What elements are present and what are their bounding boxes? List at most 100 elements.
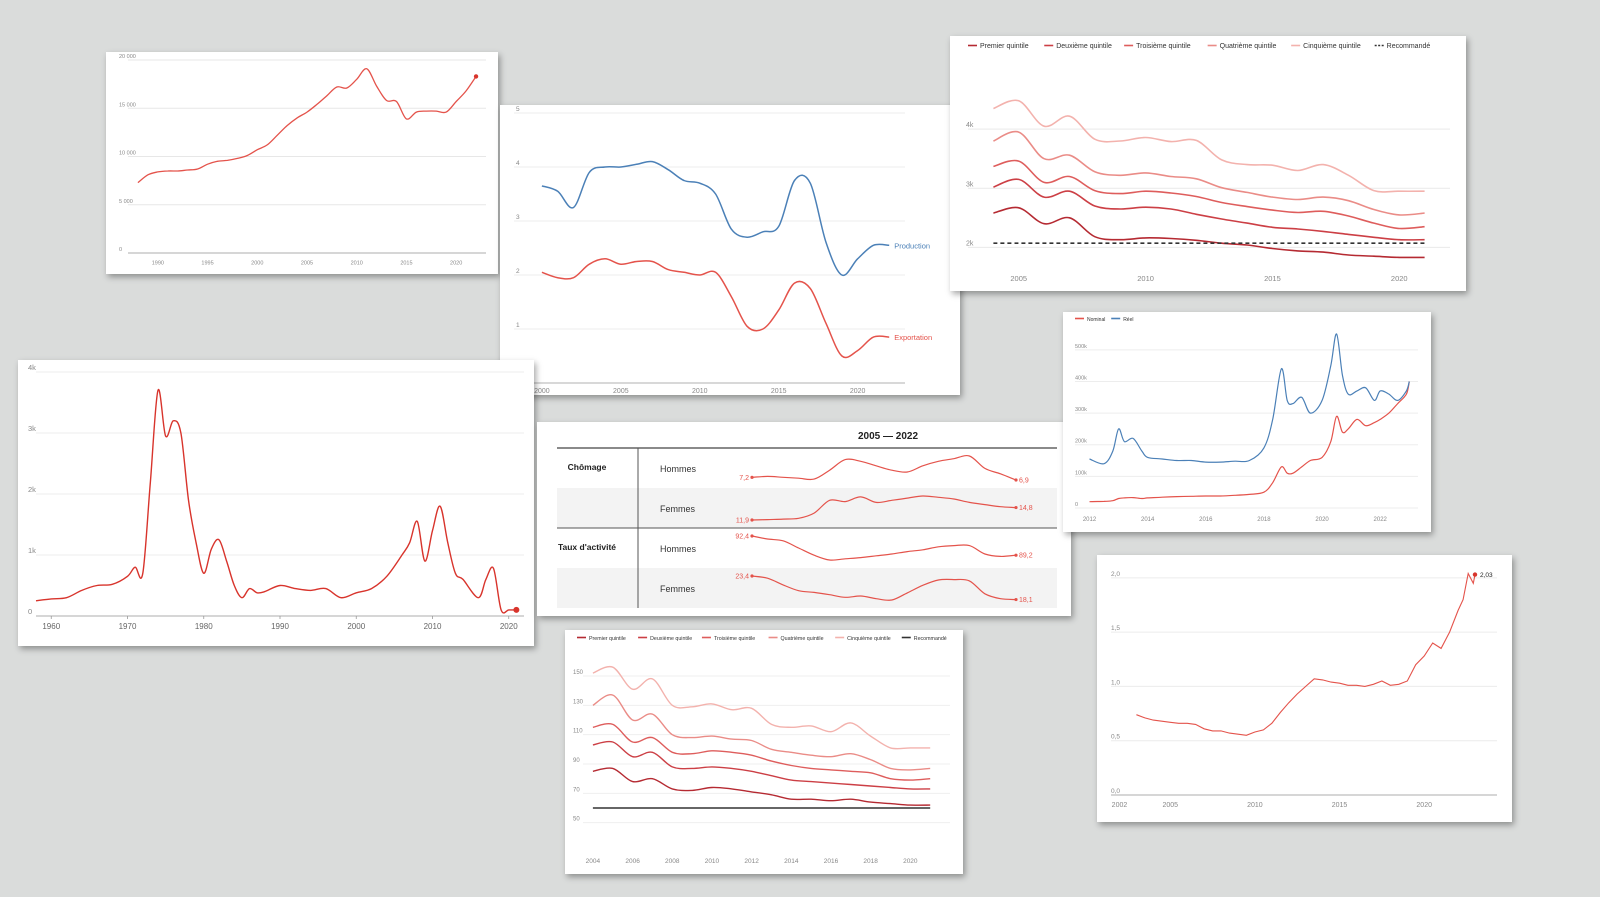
x-tick-label: 2016 (824, 858, 839, 865)
x-tick-label: 2022 (1374, 517, 1388, 523)
y-tick-label: 0,5 (1111, 734, 1120, 741)
sparkline-start-dot (750, 534, 754, 538)
end-point-marker (473, 74, 479, 79)
x-tick-label: 2020 (850, 388, 866, 395)
chart-card-3: 2k 3k 4k 2005 2010 2015 2020 Premier quintile De… (950, 36, 1466, 291)
y-tick-label: 2k (966, 240, 974, 247)
series-line (592, 723, 931, 781)
y-tick-label: 15 000 (119, 102, 136, 108)
series-line (592, 694, 931, 771)
sparkline-end-value: 18,1 (1019, 597, 1033, 604)
y-tick-label: 0,0 (1111, 788, 1120, 795)
y-tick-label: 1 (516, 322, 520, 329)
series-line (1089, 333, 1410, 465)
y-tick-label: 4 (516, 160, 520, 167)
series-line (1136, 571, 1476, 736)
y-tick-label: 150 (573, 670, 584, 676)
x-tick-label: 2000 (347, 622, 365, 631)
end-point-marker (513, 606, 520, 613)
y-tick-label: 1k (28, 546, 36, 555)
table-title: 2005 — 2022 (858, 431, 918, 442)
legend-label: Recommandé (914, 636, 947, 642)
legend-label: Deuxième quintile (1056, 43, 1112, 50)
chart-1-line: 0 5 000 10 000 15 000 20 000 1990 1995 2000 2005… (119, 54, 486, 267)
y-tick-label: 5 (516, 106, 520, 113)
x-tick-label: 2015 (1264, 274, 1281, 283)
sparkline-start-dot (750, 518, 754, 522)
x-tick-label: 2020 (500, 622, 518, 631)
y-tick-label: 90 (573, 758, 580, 764)
sparkline-start-dot (750, 574, 754, 578)
x-tick-label: 2020 (1416, 802, 1432, 809)
x-tick-label: 2014 (784, 858, 799, 865)
sparkline (751, 495, 1017, 521)
row-band (557, 488, 1057, 528)
y-tick-label: 50 (573, 817, 580, 823)
x-tick-label: 2005 (1162, 802, 1178, 809)
y-tick-label: 100k (1075, 470, 1087, 476)
sparkline-end-value: 14,8 (1019, 505, 1033, 512)
chart-7-nominal-reel: 0 100k 200k 300k 400k 500k 2012 2014 2016 2018 202… (1075, 317, 1418, 523)
y-tick-label: 300k (1075, 407, 1087, 413)
series-end-label: Production (894, 241, 930, 250)
sparkline-end-dot (1014, 478, 1018, 482)
x-tick-label: 2010 (351, 261, 363, 267)
series-line (993, 159, 1425, 230)
x-tick-label: 2002 (1112, 802, 1128, 809)
legend-label: Troisième quintile (1136, 43, 1191, 50)
chart-3-quintiles: 2k 3k 4k 2005 2010 2015 2020 Premier quintile De… (966, 43, 1450, 283)
x-tick-label: 1990 (271, 622, 289, 631)
y-tick-label: 1,5 (1111, 625, 1120, 632)
series-line (993, 99, 1425, 193)
group-label: Chômage (568, 462, 607, 472)
y-tick-label: 4k (966, 122, 974, 129)
series-line (541, 160, 890, 277)
y-tick-label: 20 000 (119, 54, 136, 60)
x-tick-label: 1990 (152, 261, 164, 267)
legend-label: Premier quintile (980, 43, 1029, 50)
x-tick-label: 2015 (400, 261, 412, 267)
row-label: Hommes (660, 544, 697, 554)
y-tick-label: 0 (1075, 502, 1078, 508)
y-tick-label: 1,0 (1111, 679, 1120, 686)
series-line (592, 665, 931, 750)
x-tick-label: 2008 (665, 858, 680, 865)
y-tick-label: 500k (1075, 344, 1087, 350)
x-tick-label: 2010 (1137, 274, 1154, 283)
x-tick-label: 2015 (1332, 802, 1348, 809)
chart-8-line: 0,0 0,5 1,0 1,5 2,0 2002 2005 2010 2015 2020 2,03 (1111, 571, 1497, 809)
x-tick-label: 2010 (692, 388, 708, 395)
y-tick-label: 3k (966, 181, 974, 188)
chart-card-6: 50 70 90 110 130 150 2004 2006 2008 2010 2012 2014 2… (565, 630, 963, 874)
chart-card-8: 0,0 0,5 1,0 1,5 2,0 2002 2005 2010 2015 2020 2,03 (1097, 555, 1512, 822)
end-value-label: 2,03 (1480, 572, 1493, 579)
legend-label: Premier quintile (589, 636, 626, 642)
x-tick-label: 2020 (903, 858, 918, 865)
x-tick-label: 1995 (201, 261, 213, 267)
legend-label: Nominal (1087, 317, 1105, 323)
x-tick-label: 2014 (1141, 517, 1155, 523)
end-point-marker (1472, 572, 1478, 577)
x-tick-label: 1960 (42, 622, 60, 631)
sparkline (751, 455, 1017, 481)
row-label: Femmes (660, 584, 696, 594)
x-tick-label: 2020 (450, 261, 462, 267)
x-tick-label: 2012 (744, 858, 759, 865)
series-line (592, 767, 931, 806)
legend-label: Recommandé (1387, 43, 1431, 50)
chart-4-line: 0 1k 2k 3k 4k 1960 1970 1980 1990 2000 2010 2020 (28, 363, 524, 631)
group-label: Taux d'activité (558, 542, 616, 552)
series-line (993, 178, 1425, 241)
x-tick-label: 2005 (1010, 274, 1027, 283)
x-tick-label: 2016 (1199, 517, 1213, 523)
sparkline-start-value: 7,2 (739, 475, 749, 482)
y-tick-label: 0 (28, 607, 32, 616)
x-tick-label: 2000 (534, 388, 550, 395)
legend-label: Cinquième quintile (847, 636, 891, 642)
series-line (993, 130, 1425, 216)
table-card-5: 2005 — 2022 Chômage Hommes 7,2 6,9 Femmes 11,9… (537, 422, 1071, 616)
chart-6-quintiles: 50 70 90 110 130 150 2004 2006 2008 2010 2012 2014 2… (573, 636, 950, 865)
y-tick-label: 2,0 (1111, 571, 1120, 578)
chart-card-7: 0 100k 200k 300k 400k 500k 2012 2014 2016 2018 202… (1063, 312, 1431, 532)
sparkline-end-value: 6,9 (1019, 478, 1029, 485)
